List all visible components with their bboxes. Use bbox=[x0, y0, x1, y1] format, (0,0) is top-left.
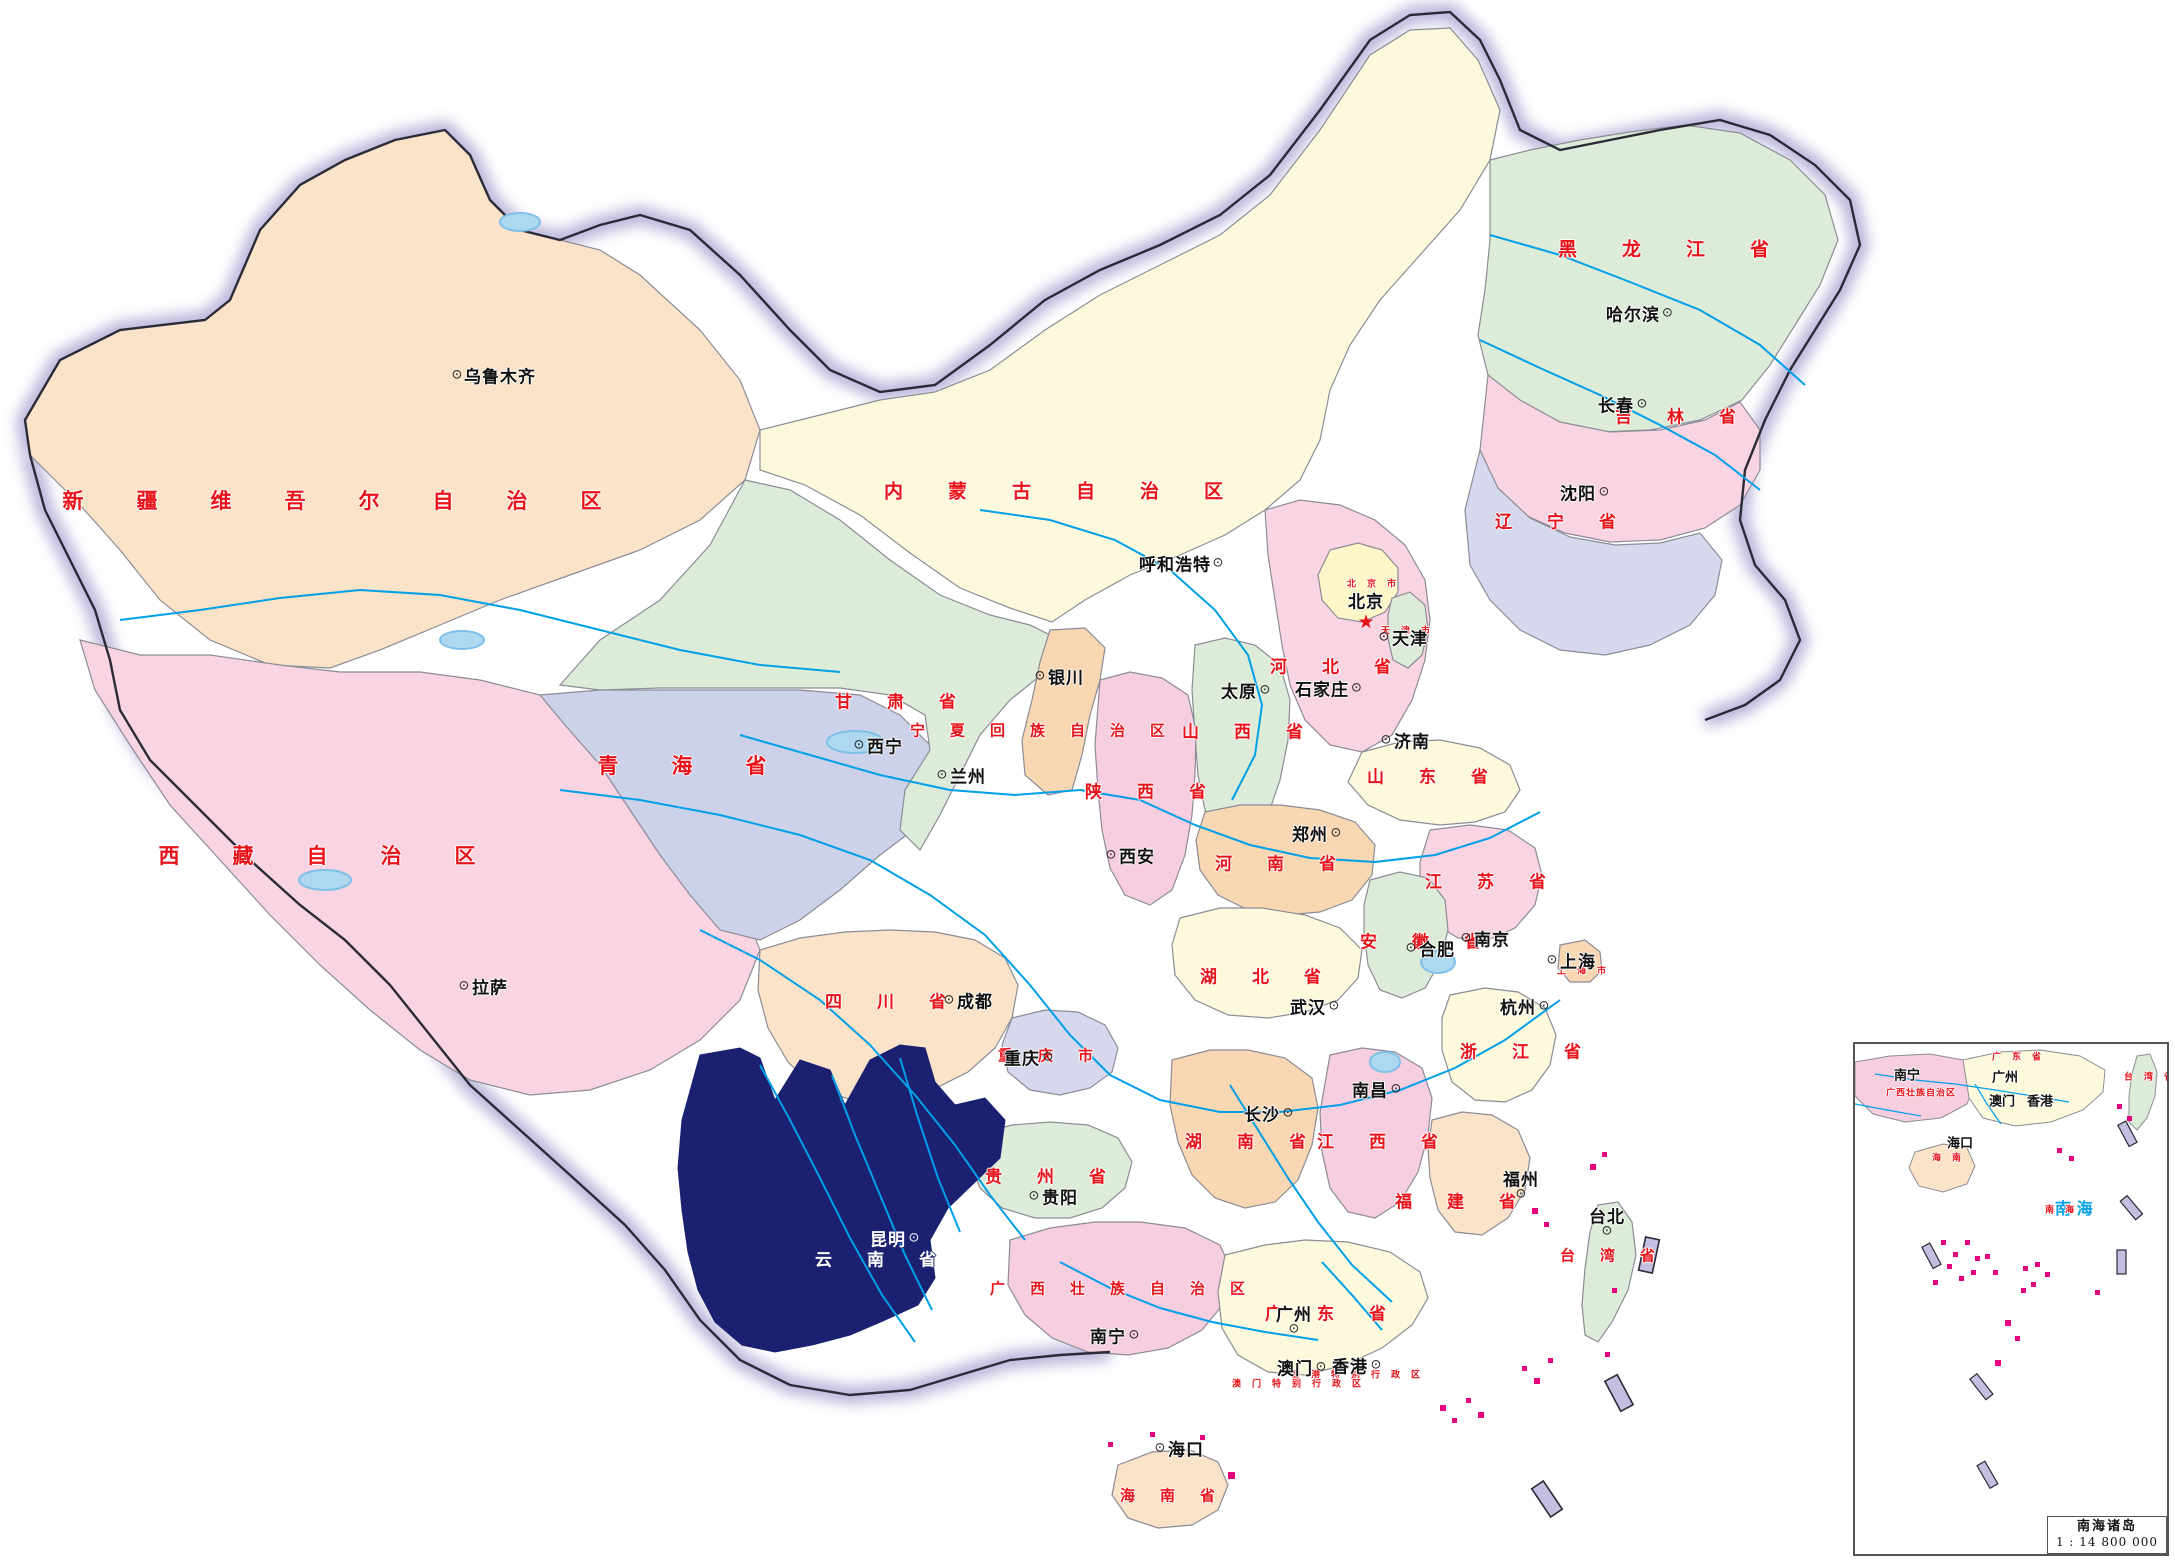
province-anhui bbox=[1363, 871, 1449, 999]
province-gansu bbox=[558, 479, 1061, 851]
province-heilongjiang bbox=[1477, 124, 1839, 433]
inset-scale-ratio: 1 : 14 800 000 bbox=[2055, 1535, 2158, 1549]
province-hubei bbox=[1171, 907, 1363, 1019]
province-fills bbox=[24, 27, 1839, 1529]
province-tianjin bbox=[1387, 591, 1429, 669]
inset-hainan bbox=[1908, 1143, 1976, 1193]
inset-guangdong bbox=[1962, 1049, 2106, 1127]
province-inner-mongolia bbox=[759, 27, 1501, 623]
inset-islands bbox=[1933, 1104, 2132, 1366]
province-jiangxi bbox=[1319, 1047, 1433, 1219]
province-shaanxi bbox=[1094, 671, 1197, 906]
south-china-sea-islands bbox=[1108, 1152, 1617, 1479]
province-fujian bbox=[1427, 1111, 1531, 1236]
province-hunan bbox=[1169, 1049, 1319, 1209]
inset-scale-title: 南海诸岛 bbox=[2076, 1518, 2137, 1534]
province-guizhou bbox=[969, 1121, 1133, 1219]
rivers bbox=[119, 212, 1806, 1343]
province-beijing bbox=[1317, 542, 1399, 623]
province-guangxi bbox=[1007, 1221, 1233, 1356]
province-shandong bbox=[1347, 739, 1521, 826]
province-liaoning bbox=[1464, 448, 1723, 656]
inset-scale-box: 南海诸岛 1 : 14 800 000 bbox=[2046, 1515, 2167, 1554]
province-qinghai bbox=[538, 689, 941, 941]
inset-guangxi bbox=[1855, 1053, 1976, 1123]
province-hainan bbox=[1111, 1449, 1229, 1529]
inset-taiwan bbox=[2128, 1053, 2158, 1131]
province-henan bbox=[1195, 804, 1376, 916]
inset-svg: 南 海 bbox=[1855, 1049, 2158, 1490]
province-taiwan bbox=[1581, 1201, 1637, 1343]
province-shanghai bbox=[1557, 939, 1603, 983]
inset-sea-name: 南 海 bbox=[2055, 1199, 2093, 1218]
national-border-line bbox=[23, 10, 1862, 1397]
scs-boundary-marks bbox=[1530, 1235, 1661, 1519]
province-guangdong bbox=[1217, 1239, 1429, 1376]
province-sichuan bbox=[757, 929, 1019, 1101]
province-chongqing bbox=[1001, 1009, 1119, 1096]
province-zhejiang bbox=[1441, 987, 1557, 1103]
inset-boundary-marks bbox=[1921, 1120, 2144, 1490]
